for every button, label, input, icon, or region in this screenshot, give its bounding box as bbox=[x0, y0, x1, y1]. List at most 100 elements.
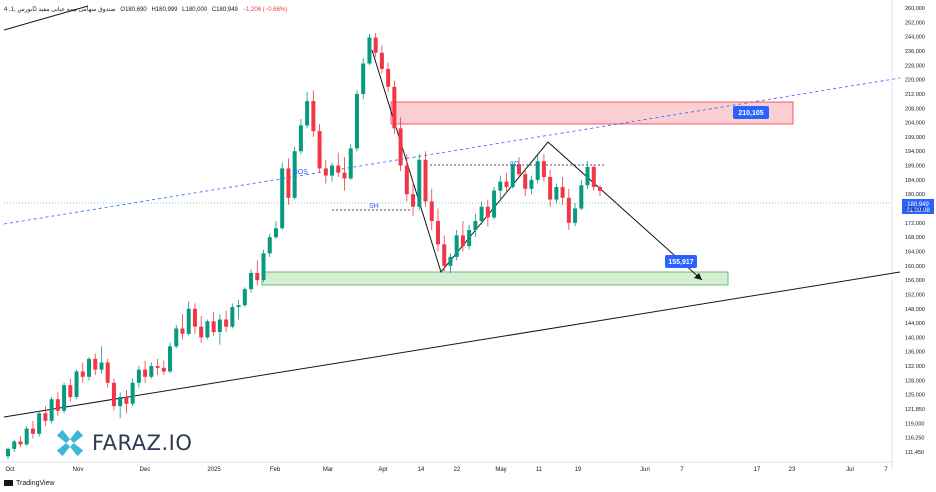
supply-zone[interactable] bbox=[390, 101, 794, 125]
candle-body bbox=[6, 448, 10, 457]
price-tick-label: 199,000 bbox=[905, 135, 925, 141]
price-tick-label: 244,000 bbox=[905, 35, 925, 41]
candle-body bbox=[255, 272, 260, 281]
channel-upper-line[interactable] bbox=[3, 5, 89, 31]
candle-body bbox=[130, 382, 135, 404]
time-tick-label: 14 bbox=[418, 467, 425, 473]
candle-body bbox=[155, 366, 160, 368]
change-value: −1,206 (−0.66%) bbox=[242, 7, 288, 13]
time-tick-label: Dec bbox=[140, 467, 151, 473]
candle-body bbox=[554, 187, 559, 200]
candle-body bbox=[105, 362, 110, 383]
candle-body bbox=[230, 306, 235, 327]
candle-body bbox=[336, 165, 341, 173]
price-tick-label: 176,000 bbox=[905, 207, 925, 213]
time-axis[interactable]: Oct Nov Dec 2025 Feb Mar Apr 14 22 May 11 19 Jun 7 17 2… bbox=[5, 467, 888, 473]
candle-body bbox=[367, 37, 372, 64]
candle-body bbox=[93, 358, 98, 370]
time-tick-label: 7 bbox=[884, 467, 888, 473]
candle-body bbox=[411, 194, 416, 207]
price-tick-label: 189,000 bbox=[905, 164, 925, 170]
price-tick-label: 208,000 bbox=[905, 106, 925, 112]
price-tick-label: 172,000 bbox=[905, 221, 925, 227]
candle-body bbox=[30, 428, 35, 434]
candle-body bbox=[242, 289, 247, 306]
time-tick-label: Mar bbox=[323, 467, 333, 473]
price-tick-label: 160,000 bbox=[905, 264, 925, 270]
candle-body bbox=[87, 358, 92, 377]
tradingview-mark: TradingView bbox=[4, 480, 55, 487]
candle-body bbox=[286, 168, 291, 198]
candle-body bbox=[305, 101, 310, 126]
candle-body bbox=[37, 413, 42, 434]
candle-body bbox=[118, 396, 123, 407]
candle-body bbox=[516, 164, 521, 175]
brand-logo-text: FARAZ.IO bbox=[92, 431, 193, 455]
candle-body bbox=[479, 206, 484, 222]
candle-body bbox=[280, 168, 285, 229]
candle-body bbox=[267, 237, 272, 254]
candle-body bbox=[423, 159, 428, 202]
candle-body bbox=[323, 168, 328, 176]
candle-body bbox=[504, 181, 509, 188]
candle-body bbox=[361, 63, 366, 94]
candle-body bbox=[317, 131, 322, 169]
price-tick-label: 111,450 bbox=[905, 450, 924, 456]
candle-body bbox=[442, 244, 447, 266]
candle-body bbox=[43, 413, 48, 421]
price-tag-countdown: 01:39:08 bbox=[906, 208, 930, 214]
candle-body bbox=[579, 185, 584, 209]
price-tick-label: 260,000 bbox=[905, 6, 925, 12]
candle-body bbox=[124, 396, 129, 404]
channel-lower-line[interactable] bbox=[3, 271, 901, 418]
price-tick-label: 128,000 bbox=[905, 378, 925, 384]
time-tick-label: 19 bbox=[575, 467, 582, 473]
candle-body bbox=[342, 172, 347, 179]
candle-body bbox=[429, 201, 434, 222]
time-tick-label: 22 bbox=[454, 467, 461, 473]
candle-body bbox=[180, 328, 185, 334]
candle-body bbox=[591, 166, 596, 188]
candle-body bbox=[199, 326, 204, 338]
candle-body bbox=[149, 366, 154, 377]
candle-body bbox=[192, 308, 197, 327]
candle-body bbox=[236, 305, 241, 307]
candle-body bbox=[535, 161, 540, 180]
candle-body bbox=[417, 159, 422, 207]
price-tick-label: 164,000 bbox=[905, 249, 925, 255]
target-high-badge[interactable] bbox=[733, 106, 769, 119]
candle-body bbox=[161, 367, 166, 372]
time-tick-label: Apr bbox=[378, 467, 387, 473]
projection-arrowhead bbox=[694, 273, 702, 280]
price-axis[interactable]: 111,450 116,250 119,000 121,850 125,000 128,0… bbox=[905, 6, 925, 456]
channel-mid-line[interactable] bbox=[3, 77, 901, 225]
candle-body bbox=[454, 235, 459, 257]
price-tick-label: 144,000 bbox=[905, 321, 925, 327]
candle-body bbox=[392, 86, 397, 129]
demand-zone[interactable] bbox=[261, 271, 729, 286]
candle-body bbox=[379, 52, 384, 69]
bos-label: BOS bbox=[293, 169, 308, 176]
candle-body bbox=[249, 272, 254, 290]
low-value: L180,000 bbox=[182, 7, 208, 13]
price-tick-label: 220,000 bbox=[905, 78, 925, 84]
candle-body bbox=[485, 206, 490, 218]
candle-body bbox=[111, 382, 116, 407]
target-low-badge[interactable] bbox=[665, 255, 697, 268]
candle-body bbox=[541, 161, 546, 178]
price-tick-label: 184,000 bbox=[905, 178, 925, 184]
candle-body bbox=[62, 385, 67, 411]
candle-body bbox=[211, 321, 216, 333]
candle-body bbox=[492, 190, 497, 218]
lq-label: LQ bbox=[510, 161, 520, 168]
candle-body bbox=[80, 371, 85, 377]
symbol-name[interactable]: 4 ,بورس ,1D صندوق سهامی بیمه عیانی مفید bbox=[4, 7, 116, 13]
price-tick-label: 228,000 bbox=[905, 63, 925, 69]
target-low-text: 155,917 bbox=[668, 259, 693, 266]
candle-body bbox=[224, 319, 229, 327]
candle-body bbox=[510, 164, 515, 188]
candle-body bbox=[12, 441, 17, 449]
candle-body bbox=[74, 371, 79, 397]
candle-body bbox=[460, 235, 465, 247]
